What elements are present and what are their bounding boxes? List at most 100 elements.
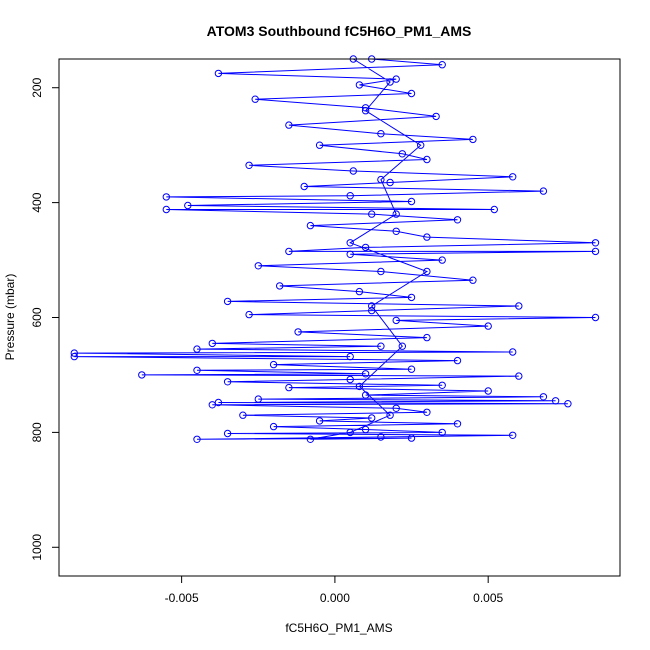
data-point [245,310,253,319]
data-point [490,205,498,214]
x-axis: -0.005 0.000 0.005 [165,576,504,605]
data-point [386,411,394,419]
data-point [515,372,523,380]
data-point [346,250,354,259]
data-point [484,387,492,395]
data-point [377,433,385,441]
data-point [285,121,293,129]
data-point [551,397,560,405]
data-point [392,210,400,218]
data-point [315,417,324,425]
data-point [315,141,324,149]
data-point [193,435,201,443]
data-point [214,69,223,78]
x-tick-label: 0.000 [320,591,350,605]
x-tick-label: 0.005 [473,591,503,605]
data-point [423,408,431,416]
data-point [138,371,146,379]
data-point [564,400,572,408]
data-point [423,233,431,241]
data-point [239,411,247,419]
data-point [539,393,548,401]
data-point [269,360,278,369]
data-point [509,173,517,181]
y-axis: 200 400 600 800 1000 [30,77,59,561]
data-point [407,197,416,206]
data-point [591,239,600,247]
data-point [346,375,354,384]
data-point [361,107,370,115]
y-tick-label: 800 [30,422,44,442]
data-point [509,431,517,439]
y-tick-label: 1000 [30,534,44,561]
x-tick-label: -0.005 [165,591,199,605]
data-point [469,135,477,144]
series-line [74,58,596,440]
data-point [377,267,385,276]
data-point [346,192,354,200]
y-tick-label: 600 [30,307,44,327]
data-point [453,420,462,428]
data-point [361,243,370,252]
data-point [509,348,517,356]
data-point [184,201,192,210]
data-point [223,378,232,386]
data-point [193,345,201,353]
data-point [346,428,354,437]
data-point [386,78,394,86]
data-point [407,365,416,373]
data-point [254,262,262,270]
data-point [398,342,406,350]
data-point [407,293,416,302]
data-point [276,282,284,290]
data-point [251,95,259,103]
data-point [368,302,376,310]
chart-title: ATOM3 Southbound fC5H6O_PM1_AMS [207,23,472,39]
data-point [515,302,523,310]
data-point [254,395,262,403]
data-point [208,339,217,348]
data-point [484,322,492,330]
data-point [361,370,370,378]
data-point [377,342,385,350]
data-point [208,401,217,409]
data-point [591,247,600,256]
data-point [438,428,446,437]
data-point [392,227,400,236]
data-point [223,429,232,438]
data-point [162,193,171,201]
data-point [392,404,400,412]
data-point [245,161,253,170]
data-point [407,89,416,98]
data-point [269,422,278,431]
data-point [162,205,171,214]
data-point [539,187,548,195]
data-point [417,141,425,149]
data-point [469,276,477,284]
data-point [423,155,431,164]
plot-area [70,55,600,443]
data-point [377,130,385,138]
data-point [386,178,394,187]
data-point [223,297,232,306]
data-point [285,247,293,256]
data-point [214,398,223,407]
y-axis-label: Pressure (mbar) [3,274,17,361]
y-tick-label: 400 [30,192,44,212]
data-point [432,112,440,121]
data-point [346,352,354,361]
data-point [70,352,79,361]
data-point [453,216,462,224]
data-point [438,60,446,69]
data-point [306,221,315,230]
data-point [294,328,302,336]
data-point [355,81,364,89]
data-point [368,306,376,315]
data-point [70,349,79,357]
data-point [361,425,370,434]
data-point [377,175,385,184]
data-point [285,383,293,392]
data-point [346,239,354,247]
data-point [423,267,431,276]
